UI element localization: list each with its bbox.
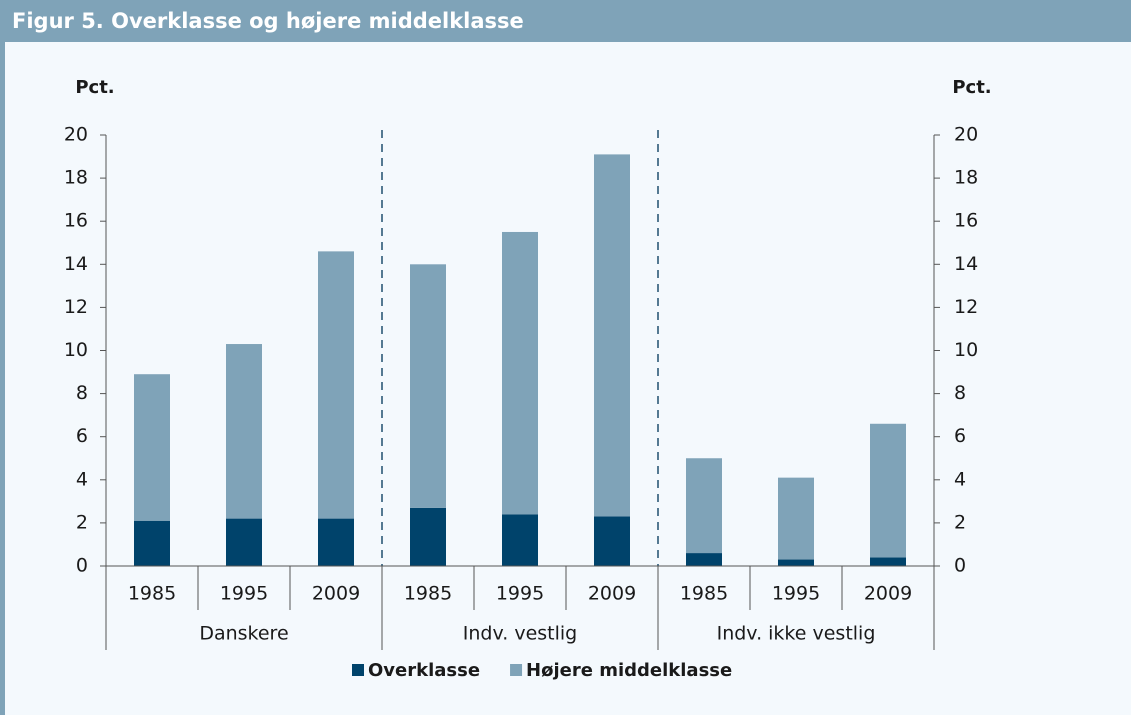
x-tick-label: 1985	[680, 583, 728, 605]
legend-swatch	[510, 664, 523, 676]
x-tick-label: 1995	[772, 583, 820, 605]
bar-segment	[594, 516, 630, 566]
y-tick-label: 8	[76, 382, 88, 404]
x-tick-label: 1995	[220, 583, 268, 605]
y-tick-label: 0	[76, 555, 88, 577]
bar-segment	[778, 559, 814, 566]
y2-tick-label: 4	[954, 468, 966, 490]
y2-tick-label: 18	[954, 167, 978, 189]
bar-segment	[502, 514, 538, 566]
bar-segment	[778, 477, 814, 560]
x-tick-label: 2009	[588, 583, 636, 605]
x-tick-label: 1985	[404, 583, 452, 605]
bar-segment	[686, 458, 722, 554]
y2-tick-label: 6	[954, 425, 966, 447]
x-tick-label: 2009	[312, 583, 360, 605]
bar-segment	[594, 154, 630, 517]
left-border	[0, 42, 5, 715]
bar-segment	[226, 344, 262, 519]
y-tick-label: 14	[64, 253, 88, 275]
bar-segment	[410, 264, 446, 508]
chart-title: Figur 5. Overklasse og højere middelklas…	[12, 9, 524, 33]
y2-tick-label: 20	[954, 124, 978, 146]
bar-segment	[410, 507, 446, 566]
y-tick-label: 6	[76, 425, 88, 447]
y-axis-label: Pct.	[75, 77, 114, 98]
bar-segment	[502, 231, 538, 515]
y2-tick-label: 14	[954, 253, 978, 275]
bar-segment	[226, 518, 262, 566]
bar-segment	[318, 251, 354, 519]
y-tick-label: 18	[64, 167, 88, 189]
bar-segment	[134, 374, 170, 521]
y-tick-label: 20	[64, 124, 88, 146]
bar-segment	[686, 553, 722, 566]
y2-axis-label: Pct.	[952, 77, 991, 98]
bar-segment	[134, 520, 170, 566]
legend-swatch	[352, 664, 364, 676]
legend-label: Højere middelklasse	[526, 660, 732, 681]
y-tick-label: 16	[64, 210, 88, 232]
x-tick-label: 1995	[496, 583, 544, 605]
group-label: Indv. ikke vestlig	[717, 623, 876, 645]
group-label: Danskere	[199, 623, 288, 645]
bar-segment	[870, 423, 906, 558]
y2-tick-label: 0	[954, 555, 966, 577]
y-tick-label: 4	[76, 468, 88, 490]
y-tick-label: 10	[64, 339, 88, 361]
y2-tick-label: 10	[954, 339, 978, 361]
y2-tick-label: 8	[954, 382, 966, 404]
y2-tick-label: 16	[954, 210, 978, 232]
y-tick-label: 2	[76, 511, 88, 533]
x-tick-label: 1985	[128, 583, 176, 605]
legend-label: Overklasse	[368, 660, 480, 681]
group-label: Indv. vestlig	[463, 623, 577, 645]
y2-tick-label: 2	[954, 511, 966, 533]
y-tick-label: 12	[64, 296, 88, 318]
x-tick-label: 2009	[864, 583, 912, 605]
y2-tick-label: 12	[954, 296, 978, 318]
bar-segment	[870, 557, 906, 566]
title-bar	[0, 0, 1131, 42]
bar-segment	[318, 518, 354, 566]
